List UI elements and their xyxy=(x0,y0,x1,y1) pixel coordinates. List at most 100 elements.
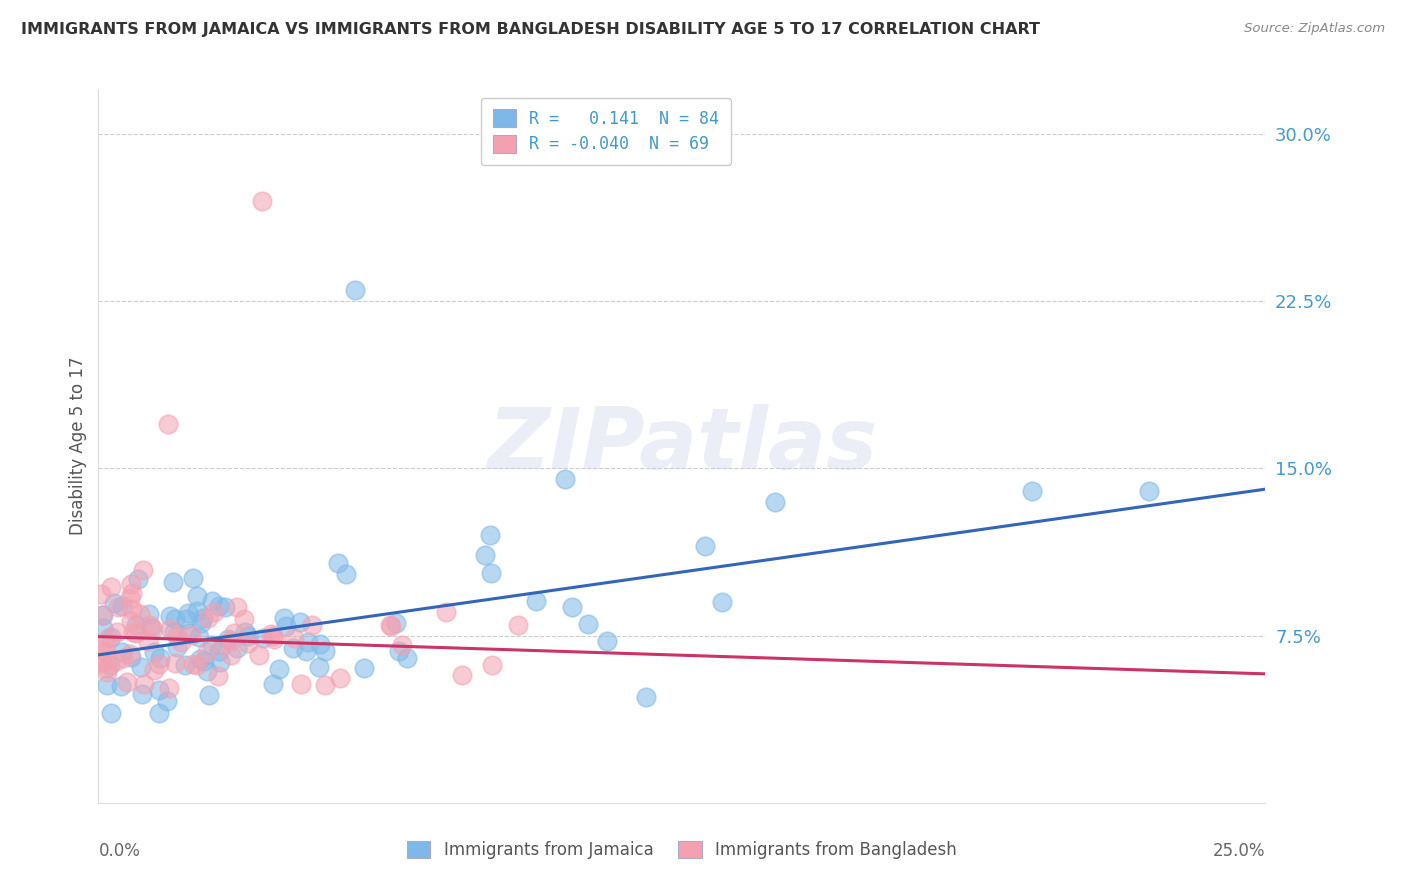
Point xyxy=(267,662,290,676)
Point xyxy=(148,682,170,697)
Point xyxy=(159,609,181,624)
Point xyxy=(207,669,229,683)
Point xyxy=(226,640,249,655)
Point xyxy=(129,660,152,674)
Point xyxy=(208,655,231,669)
Point xyxy=(208,644,231,658)
Point xyxy=(524,594,547,608)
Point xyxy=(139,618,162,632)
Point xyxy=(561,599,583,614)
Point xyxy=(143,663,166,677)
Point xyxy=(111,645,134,659)
Point xyxy=(329,671,352,685)
Point xyxy=(157,681,180,695)
Point xyxy=(125,618,148,632)
Point xyxy=(125,626,148,640)
Point xyxy=(273,610,295,624)
Point xyxy=(326,556,349,570)
Point xyxy=(177,606,200,620)
Point xyxy=(98,658,121,673)
Point xyxy=(250,194,273,208)
Point xyxy=(191,611,214,625)
Point xyxy=(115,675,138,690)
Point xyxy=(221,648,243,663)
Point xyxy=(197,689,219,703)
Point xyxy=(274,619,297,633)
Point xyxy=(142,622,165,636)
Point xyxy=(263,632,285,646)
Point xyxy=(103,596,125,610)
Point xyxy=(181,571,204,585)
Point xyxy=(148,657,170,672)
Point xyxy=(180,628,202,642)
Point xyxy=(308,659,330,673)
Point xyxy=(120,647,142,661)
Point xyxy=(149,651,172,665)
Point xyxy=(283,631,305,645)
Y-axis label: Disability Age 5 to 17: Disability Age 5 to 17 xyxy=(69,357,87,535)
Point xyxy=(142,645,165,659)
Point xyxy=(380,619,402,633)
Point xyxy=(163,624,186,639)
Point xyxy=(193,654,215,668)
Point xyxy=(434,605,457,619)
Point xyxy=(297,634,319,648)
Point xyxy=(120,649,142,664)
Point xyxy=(107,600,129,615)
Point xyxy=(159,622,181,636)
Point xyxy=(301,618,323,632)
Point xyxy=(201,594,224,608)
Point xyxy=(232,612,254,626)
Point xyxy=(134,677,156,691)
Point xyxy=(104,654,127,668)
Point xyxy=(141,621,163,635)
Point xyxy=(344,283,367,297)
Point xyxy=(157,417,180,431)
Point xyxy=(554,472,576,486)
Point xyxy=(128,607,150,621)
Point xyxy=(695,539,717,553)
Point xyxy=(136,634,159,648)
Point xyxy=(105,624,128,639)
Point xyxy=(252,631,274,645)
Point xyxy=(148,706,170,721)
Point xyxy=(202,605,225,619)
Point xyxy=(221,633,243,648)
Point xyxy=(391,638,413,652)
Point xyxy=(214,600,236,615)
Point xyxy=(91,607,114,622)
Point xyxy=(96,665,118,680)
Point xyxy=(260,627,283,641)
Legend: Immigrants from Jamaica, Immigrants from Bangladesh: Immigrants from Jamaica, Immigrants from… xyxy=(401,834,963,866)
Point xyxy=(208,599,231,613)
Point xyxy=(634,690,657,704)
Point xyxy=(262,629,284,643)
Point xyxy=(97,631,120,645)
Point xyxy=(132,563,155,577)
Point xyxy=(262,677,284,691)
Point xyxy=(226,600,249,615)
Point xyxy=(138,607,160,621)
Point xyxy=(222,626,245,640)
Point xyxy=(236,636,259,650)
Point xyxy=(186,604,208,618)
Point xyxy=(1137,483,1160,498)
Point xyxy=(190,615,212,630)
Point xyxy=(100,580,122,594)
Point xyxy=(174,657,197,672)
Point xyxy=(174,612,197,626)
Text: IMMIGRANTS FROM JAMAICA VS IMMIGRANTS FROM BANGLADESH DISABILITY AGE 5 TO 17 COR: IMMIGRANTS FROM JAMAICA VS IMMIGRANTS FR… xyxy=(21,22,1040,37)
Point xyxy=(186,589,208,603)
Point xyxy=(212,637,235,651)
Point xyxy=(290,615,312,630)
Point xyxy=(170,635,193,649)
Point xyxy=(121,602,143,616)
Point xyxy=(353,661,375,675)
Point xyxy=(295,643,318,657)
Point xyxy=(238,629,260,643)
Point xyxy=(247,648,270,662)
Point xyxy=(481,658,503,673)
Point xyxy=(233,625,256,640)
Point xyxy=(127,572,149,586)
Point xyxy=(195,645,218,659)
